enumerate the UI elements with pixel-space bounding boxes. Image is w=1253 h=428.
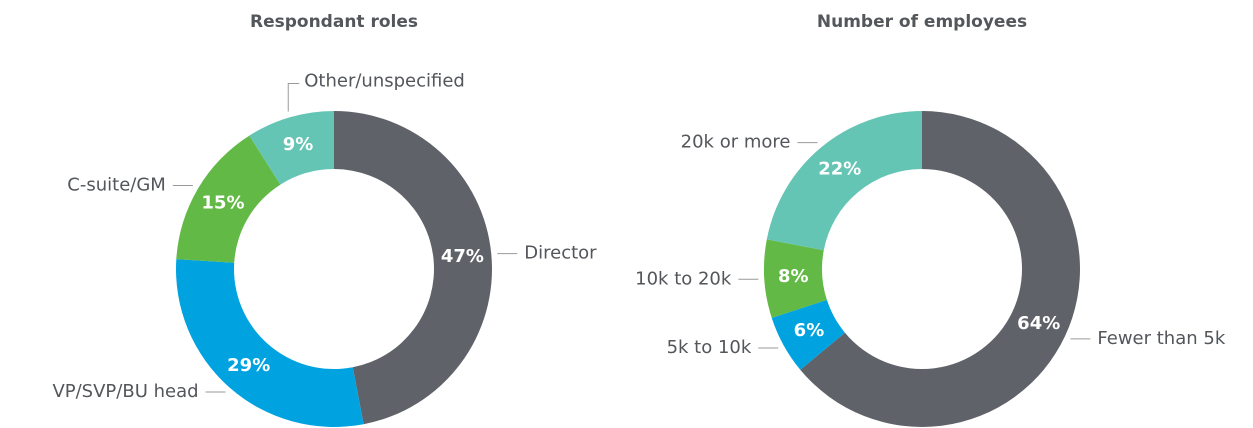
donut-segment xyxy=(771,299,845,370)
category-label: 10k to 20k xyxy=(635,268,732,289)
donut-segment xyxy=(764,239,827,318)
leader-line xyxy=(287,83,300,112)
category-label: 5k to 10k xyxy=(667,337,752,358)
value-label: 29% xyxy=(227,355,270,376)
donut-segment xyxy=(249,111,334,185)
value-label: 9% xyxy=(283,134,314,155)
value-label: 6% xyxy=(794,320,825,341)
donut-segment xyxy=(334,111,493,425)
category-label: VP/SVP/BU head xyxy=(52,381,198,402)
donut-segment xyxy=(800,111,1081,427)
category-label: C-suite/GM xyxy=(67,175,166,196)
category-label: Other/unspecified xyxy=(304,71,465,92)
value-label: 47% xyxy=(441,246,484,267)
value-label: 15% xyxy=(201,192,244,213)
donut-segment xyxy=(766,111,922,251)
chart-title: Respondant roles xyxy=(250,12,418,32)
chart-title: Number of employees xyxy=(817,12,1027,32)
category-label: Director xyxy=(524,243,597,264)
donut-segment xyxy=(176,135,281,263)
donut-segment xyxy=(175,259,364,427)
value-label: 64% xyxy=(1017,313,1060,334)
category-label: Fewer than 5k xyxy=(1097,328,1225,349)
category-label: 20k or more xyxy=(681,132,791,153)
value-label: 8% xyxy=(778,266,809,287)
value-label: 22% xyxy=(818,159,861,180)
